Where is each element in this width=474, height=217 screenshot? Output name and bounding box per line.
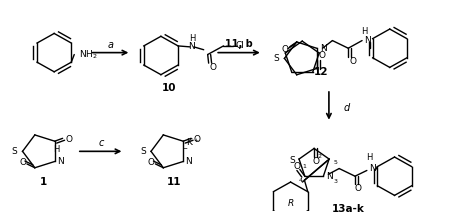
Text: 4: 4 bbox=[299, 178, 303, 182]
Text: O: O bbox=[65, 135, 72, 144]
Text: O: O bbox=[318, 51, 325, 60]
Text: d: d bbox=[344, 103, 350, 113]
Text: S: S bbox=[12, 147, 18, 156]
Text: H: H bbox=[361, 27, 367, 36]
Text: O: O bbox=[355, 184, 362, 193]
Text: O: O bbox=[282, 45, 288, 54]
Text: N: N bbox=[57, 157, 64, 166]
Text: 5: 5 bbox=[333, 160, 337, 165]
Text: S: S bbox=[140, 147, 146, 156]
Text: c: c bbox=[99, 138, 104, 148]
Text: S: S bbox=[289, 156, 295, 166]
Text: N: N bbox=[320, 44, 328, 53]
Text: 3: 3 bbox=[333, 179, 337, 184]
Text: N: N bbox=[369, 164, 375, 173]
Text: 11: 11 bbox=[166, 177, 181, 187]
Text: S: S bbox=[274, 54, 280, 63]
Text: 1: 1 bbox=[40, 177, 47, 187]
Text: K$^+$: K$^+$ bbox=[186, 136, 200, 148]
Text: 12: 12 bbox=[313, 67, 328, 77]
Text: O: O bbox=[19, 158, 27, 168]
Text: N: N bbox=[189, 42, 195, 51]
Text: O: O bbox=[350, 57, 356, 66]
Text: H: H bbox=[365, 153, 372, 162]
Text: O: O bbox=[312, 157, 319, 166]
Text: $^-$: $^-$ bbox=[182, 145, 189, 154]
Text: 1: 1 bbox=[302, 164, 306, 169]
Text: O: O bbox=[193, 135, 201, 144]
Text: O: O bbox=[209, 63, 216, 72]
Text: 10: 10 bbox=[162, 83, 176, 93]
Text: H: H bbox=[189, 34, 195, 43]
Text: H: H bbox=[54, 145, 60, 154]
Text: Cl: Cl bbox=[235, 41, 244, 50]
Text: 11, b: 11, b bbox=[225, 39, 253, 49]
Text: N: N bbox=[326, 172, 333, 181]
Text: O: O bbox=[293, 162, 301, 171]
Text: 13a-k: 13a-k bbox=[332, 204, 365, 214]
Text: a: a bbox=[108, 40, 113, 50]
Text: 2: 2 bbox=[317, 154, 321, 159]
Text: R: R bbox=[287, 199, 294, 208]
Text: N: N bbox=[364, 36, 371, 45]
Text: O: O bbox=[148, 158, 155, 168]
Text: NH$_2$: NH$_2$ bbox=[79, 48, 98, 61]
Text: N: N bbox=[185, 157, 192, 166]
